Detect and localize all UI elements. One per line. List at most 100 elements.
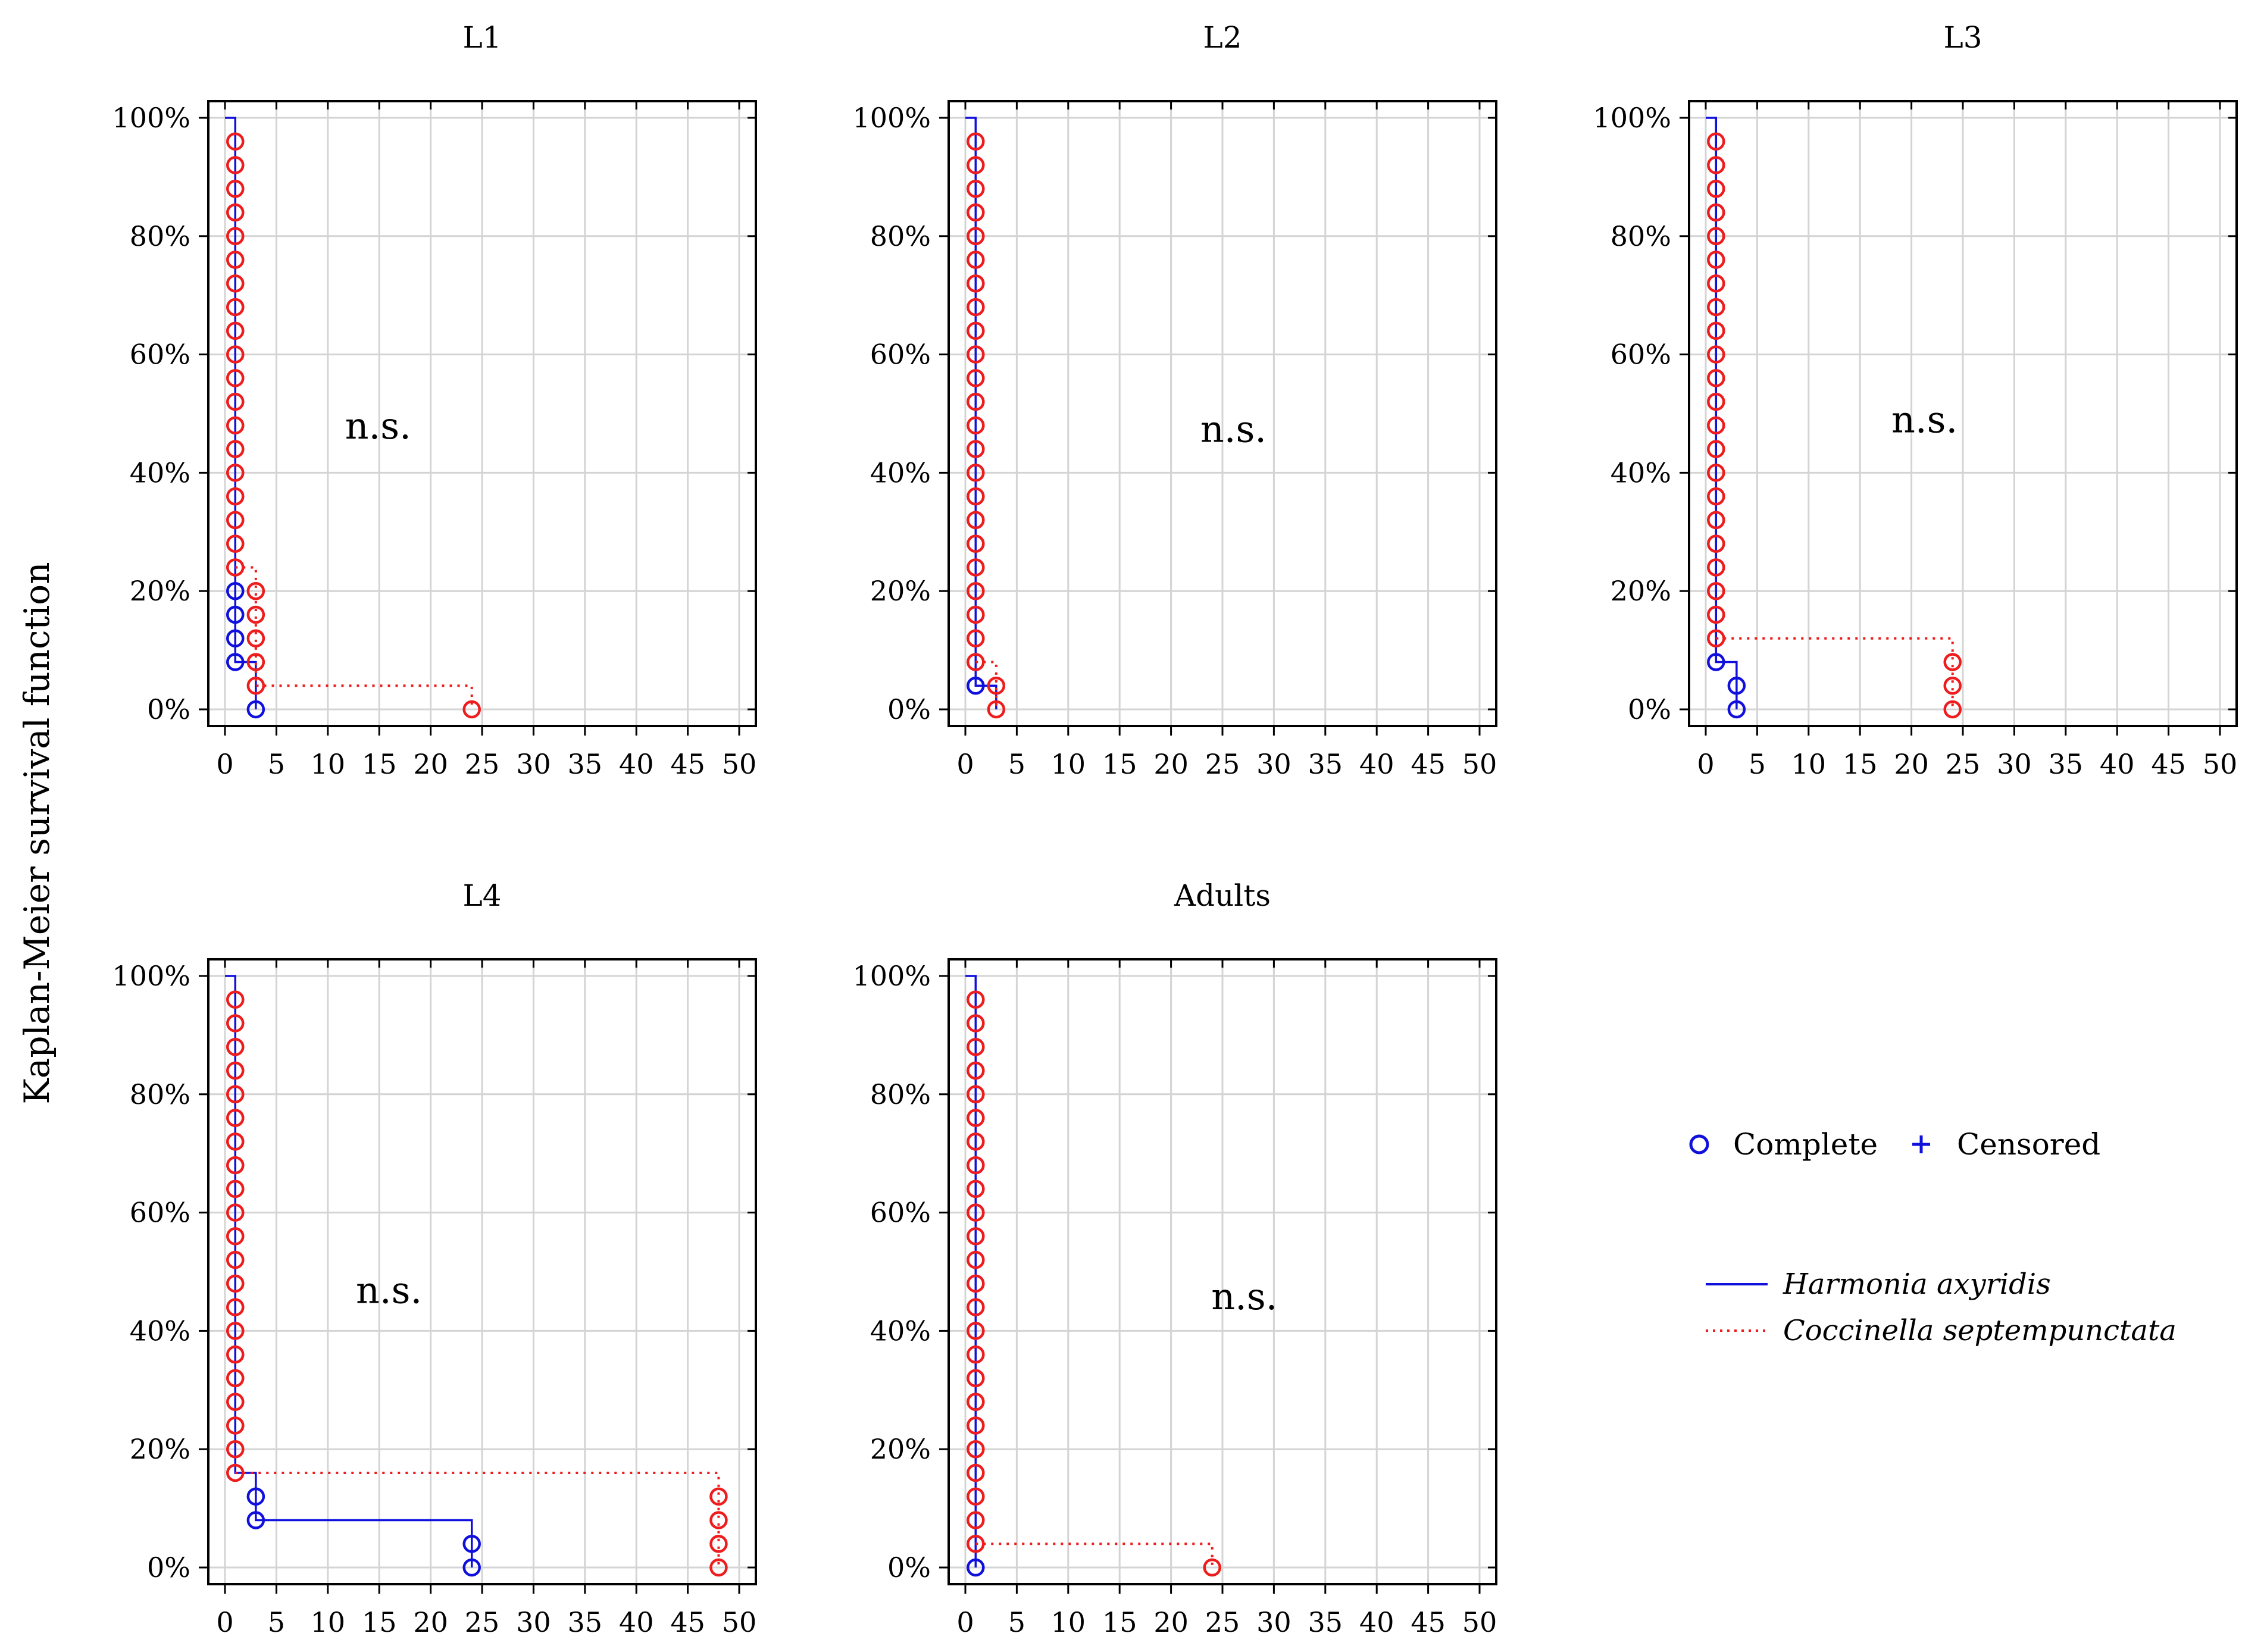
complete-marker <box>709 1487 728 1506</box>
complete-marker <box>246 1487 265 1506</box>
complete-marker <box>246 629 265 647</box>
complete-marker <box>967 1393 985 1411</box>
complete-marker <box>226 581 245 600</box>
complete-marker <box>1707 227 1725 246</box>
x-tick-label: 10 <box>1051 1606 1086 1638</box>
y-tick-label: 40% <box>870 456 931 489</box>
complete-marker <box>967 1085 985 1104</box>
complete-marker <box>967 180 985 198</box>
y-tick-label: 80% <box>870 1078 931 1110</box>
complete-marker <box>967 132 985 151</box>
x-tick-label: 5 <box>268 1606 285 1638</box>
complete-marker <box>1707 180 1725 198</box>
y-tick-label: 100% <box>112 960 190 992</box>
complete-marker <box>226 392 245 411</box>
complete-marker <box>1707 203 1725 222</box>
x-tick-label: 20 <box>1153 1606 1189 1638</box>
complete-marker <box>967 464 985 482</box>
complete-marker <box>1707 156 1725 174</box>
complete-marker <box>1707 369 1725 387</box>
y-tick-label: 20% <box>870 1433 931 1465</box>
complete-marker <box>967 1274 985 1293</box>
complete-marker <box>226 1274 245 1293</box>
complete-marker <box>226 1085 245 1104</box>
y-tick-label: 80% <box>870 220 931 252</box>
y-tick-label: 80% <box>130 220 190 252</box>
complete-marker <box>1707 251 1725 269</box>
complete-marker <box>967 1250 985 1269</box>
complete-marker <box>226 1463 245 1482</box>
complete-marker <box>1203 1558 1221 1577</box>
x-tick-label: 0 <box>216 1606 233 1638</box>
significance-annotation: n.s. <box>1891 398 1957 442</box>
complete-marker <box>226 416 245 435</box>
complete-marker <box>226 534 245 553</box>
complete-marker <box>967 298 985 317</box>
complete-marker <box>226 1322 245 1340</box>
x-tick-label: 35 <box>2049 748 2084 780</box>
x-tick-label: 45 <box>670 1606 705 1638</box>
series-coccinella <box>967 990 1221 1577</box>
complete-marker <box>226 605 245 624</box>
tick-marks <box>939 959 1496 1594</box>
legend-censored-label: Censored <box>1957 1127 2100 1162</box>
tick-marks <box>1680 101 2237 736</box>
panel-title: Adults <box>1174 878 1271 913</box>
complete-marker <box>226 156 245 174</box>
panel-l4: 0 5 10 15 20 25 30 35 40 45 50 0% 20% 40% 60% 80% 100% L4… <box>112 878 757 1638</box>
complete-marker <box>967 156 985 174</box>
complete-marker <box>967 369 985 387</box>
y-tick-label: 20% <box>1611 575 1671 607</box>
x-tick-label: 10 <box>311 1606 346 1638</box>
y-tick-label: 0% <box>887 1551 931 1584</box>
x-tick-label: 15 <box>362 748 397 780</box>
complete-marker <box>226 1416 245 1435</box>
complete-marker <box>226 1369 245 1388</box>
significance-annotation: n.s. <box>1200 407 1267 450</box>
complete-marker <box>967 392 985 411</box>
complete-marker <box>967 1156 985 1175</box>
x-tick-label: 25 <box>465 1606 500 1638</box>
complete-marker <box>967 605 985 624</box>
x-tick-label: 30 <box>1256 748 1292 780</box>
legend-complete-label: Complete <box>1733 1127 1878 1162</box>
x-tick-label: 0 <box>216 748 233 780</box>
series-coccinella <box>226 990 728 1577</box>
y-tick-label: 100% <box>852 102 931 134</box>
x-tick-label: 10 <box>1791 748 1827 780</box>
complete-marker <box>226 180 245 198</box>
x-tick-label: 30 <box>1256 1606 1292 1638</box>
x-tick-label: 10 <box>1051 748 1086 780</box>
complete-marker <box>967 990 985 1009</box>
y-tick-label: 100% <box>852 960 931 992</box>
complete-marker <box>967 558 985 577</box>
complete-marker <box>226 511 245 530</box>
complete-marker <box>967 534 985 553</box>
grid <box>1689 101 2237 726</box>
complete-marker <box>967 203 985 222</box>
y-tick-label: 60% <box>1611 339 1671 371</box>
complete-marker <box>226 1156 245 1175</box>
complete-marker <box>967 1487 985 1506</box>
complete-marker <box>1707 653 1725 671</box>
y-tick-label: 100% <box>1593 102 1671 134</box>
x-tick-label: 50 <box>1462 1606 1497 1638</box>
x-tick-label: 45 <box>670 748 705 780</box>
y-tick-label: 80% <box>130 1078 190 1110</box>
y-tick-label: 40% <box>130 456 190 489</box>
complete-marker <box>967 1440 985 1459</box>
x-tick-label: 5 <box>1008 1606 1025 1638</box>
complete-marker <box>226 1227 245 1246</box>
legend: Complete Censored Harmonia axyridis Cocc… <box>1689 1127 2177 1347</box>
grid <box>208 959 756 1584</box>
complete-marker <box>967 227 985 246</box>
complete-marker <box>246 581 265 600</box>
panel-l2: 0 5 10 15 20 25 30 35 40 45 50 0% 20% 40% 60% 80% 100% L2… <box>852 20 1497 780</box>
complete-marker <box>967 1463 985 1482</box>
significance-annotation: n.s. <box>356 1269 422 1312</box>
complete-marker <box>226 132 245 151</box>
complete-marker <box>967 1227 985 1246</box>
complete-marker <box>226 345 245 364</box>
significance-annotation: n.s. <box>345 404 411 448</box>
